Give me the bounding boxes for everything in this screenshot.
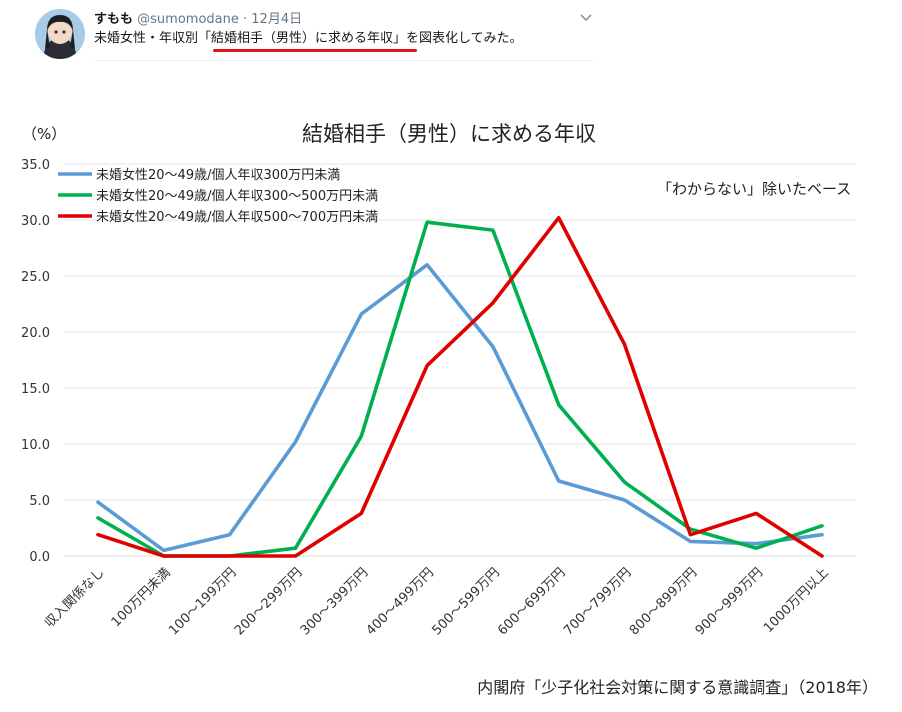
x-tick-label: 100万円未満 (109, 565, 174, 630)
x-tick-label: 800～899万円 (627, 565, 700, 638)
x-tick-label: 600～699万円 (495, 565, 568, 638)
tweet-text-after: を図表化してみた。 (406, 31, 523, 46)
highlight-underline (213, 49, 417, 52)
chart: （%） 結婚相手（男性）に求める年収 「わからない」除いたベース 内閣府「少子化… (21, 122, 878, 697)
tweet-text-highlight: 「結婚相手（男性）に求める年収」 (198, 31, 407, 46)
x-tick-label: 400～499万円 (364, 565, 437, 638)
series-line-3 (96, 216, 824, 558)
legend-label: 未婚女性20～49歳/個人年収300万円未満 (96, 167, 340, 183)
y-tick-label: 25.0 (21, 270, 50, 285)
tweet-menu-button[interactable] (578, 9, 594, 25)
x-tick-label: 500～599万円 (429, 565, 502, 638)
series-line-2 (96, 220, 824, 558)
tweet-user-line: すもも @sumomodane · 12月4日 (94, 8, 302, 27)
y-tick-label: 20.0 (21, 326, 50, 341)
chart-note: 「わからない」除いたベース (657, 180, 851, 198)
x-tick-label: 700～799万円 (561, 565, 634, 638)
series-line-1 (96, 262, 824, 553)
user-avatar-icon (35, 9, 85, 59)
tweet-text-before: 未婚女性・年収別 (94, 31, 199, 46)
divider (94, 60, 594, 61)
y-tick-label: 5.0 (29, 494, 50, 509)
chart-source: 内閣府「少子化社会対策に関する意識調査」（2018年） (477, 678, 878, 697)
y-tick-label: 30.0 (21, 214, 50, 229)
x-axis-ticks: 収入関係なし 100万円未満100～199万円200～299万円300～399万円… (42, 565, 832, 638)
tweet-separator: · (243, 12, 248, 27)
gridlines (64, 163, 856, 557)
chart-title: 結婚相手（男性）に求める年収 (302, 122, 596, 146)
tweet-date[interactable]: 12月4日 (251, 12, 303, 27)
user-handle[interactable]: @sumomodane (137, 12, 239, 27)
chevron-down-icon (580, 14, 592, 22)
y-tick-label: 35.0 (21, 158, 50, 173)
tweet-header: すもも @sumomodane · 12月4日 未婚女性・年収別「結婚相手（男性… (0, 0, 902, 70)
x-tick-label: 100～199万円 (166, 565, 239, 638)
y-unit-label: （%） (22, 125, 66, 143)
tweet-text: 未婚女性・年収別「結婚相手（男性）に求める年収」を図表化してみた。 (94, 27, 523, 46)
avatar[interactable] (35, 9, 85, 59)
x-tick-label: 300～399万円 (298, 565, 371, 638)
legend-label: 未婚女性20～49歳/個人年収300～500万円未満 (96, 188, 378, 204)
x-tick-label: 200～299万円 (232, 565, 305, 638)
y-axis-ticks: 0.0 5.0 10.0 15.0 20.0 25.0 30.0 35.0 (21, 158, 50, 565)
x-tick-label: 900～999万円 (693, 565, 766, 638)
y-tick-label: 0.0 (29, 550, 50, 565)
y-tick-label: 15.0 (21, 382, 50, 397)
series-lines (96, 216, 824, 558)
legend: 未婚女性20～49歳/個人年収300万円未満未婚女性20～49歳/個人年収300… (58, 167, 378, 225)
x-tick-label: 1000万円以上 (761, 565, 832, 636)
legend-label: 未婚女性20～49歳/個人年収500～700万円未満 (96, 209, 378, 225)
y-tick-label: 10.0 (21, 438, 50, 453)
x-tick-label: 収入関係なし (42, 565, 108, 631)
user-name[interactable]: すもも (94, 12, 134, 27)
